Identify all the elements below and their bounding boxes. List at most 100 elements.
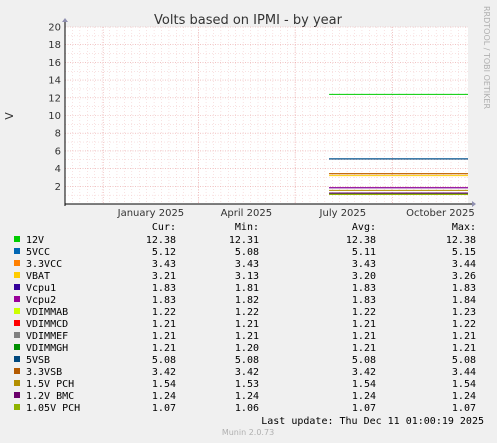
legend-value-cur: 5.08	[152, 355, 176, 366]
legend-name-vcpu1: Vcpu1	[26, 283, 56, 294]
legend-value-max: 1.22	[452, 319, 476, 330]
legend-column-header: Cur:	[152, 222, 176, 233]
chart-title: Volts based on IPMI - by year	[154, 13, 343, 28]
legend: Cur: Min: Avg: Max:12V 12.38 12.31 12.38 12.385…	[14, 222, 476, 414]
legend-column-header: Min:	[235, 222, 259, 233]
legend-swatch-vcpu1	[14, 284, 20, 290]
y-axis-arrow	[62, 18, 68, 22]
legend-value-min: 1.06	[235, 403, 259, 414]
legend-value-cur: 1.07	[152, 403, 176, 414]
legend-value-max: 3.26	[452, 271, 476, 282]
legend-value-min: 12.31	[229, 235, 259, 246]
legend-value-cur: 1.83	[152, 295, 176, 306]
legend-value-min: 1.21	[235, 331, 259, 342]
legend-value-cur: 1.54	[152, 379, 176, 390]
x-tick-label: October 2025	[406, 208, 475, 219]
legend-name-vdimmab: VDIMMAB	[26, 307, 68, 318]
legend-value-avg: 1.22	[352, 307, 376, 318]
legend-value-min: 1.53	[235, 379, 259, 390]
y-tick-label: 18	[48, 40, 61, 51]
legend-swatch-vbat	[14, 272, 20, 278]
y-axis-label: V	[3, 112, 16, 120]
legend-value-min: 3.13	[235, 271, 259, 282]
legend-value-avg: 1.83	[352, 283, 376, 294]
legend-value-avg: 12.38	[346, 235, 376, 246]
legend-value-max: 1.21	[452, 343, 476, 354]
legend-value-min: 1.81	[235, 283, 259, 294]
legend-name-3-3vsb: 3.3VSB	[26, 367, 62, 378]
y-tick-label: 4	[55, 164, 61, 175]
legend-value-max: 1.84	[452, 295, 476, 306]
legend-value-max: 1.21	[452, 331, 476, 342]
legend-value-max: 12.38	[446, 235, 476, 246]
legend-value-avg: 1.07	[352, 403, 376, 414]
legend-swatch-vdimmgh	[14, 344, 20, 350]
legend-swatch-3-3vsb	[14, 368, 20, 374]
legend-name-vcpu2: Vcpu2	[26, 295, 56, 306]
legend-value-cur: 1.83	[152, 283, 176, 294]
legend-value-min: 1.82	[235, 295, 259, 306]
legend-value-min: 1.22	[235, 307, 259, 318]
legend-value-max: 5.15	[452, 247, 476, 258]
legend-value-max: 3.44	[452, 367, 476, 378]
y-tick-label: 8	[55, 129, 61, 140]
legend-value-avg: 1.54	[352, 379, 376, 390]
legend-value-avg: 1.83	[352, 295, 376, 306]
legend-swatch-1-05v-pch	[14, 404, 20, 410]
legend-value-max: 1.23	[452, 307, 476, 318]
legend-value-min: 1.24	[235, 391, 259, 402]
last-update: Last update: Thu Dec 11 01:00:19 2025	[261, 416, 484, 427]
legend-value-cur: 3.21	[152, 271, 176, 282]
legend-value-avg: 1.21	[352, 331, 376, 342]
y-tick-label: 14	[48, 76, 61, 87]
legend-value-avg: 3.20	[352, 271, 376, 282]
legend-value-cur: 5.12	[152, 247, 176, 258]
legend-value-cur: 3.43	[152, 259, 176, 270]
legend-value-max: 1.07	[452, 403, 476, 414]
x-tick-label: January 2025	[117, 208, 185, 219]
legend-value-min: 3.42	[235, 367, 259, 378]
legend-value-max: 1.24	[452, 391, 476, 402]
y-tick-label: 6	[55, 146, 61, 157]
legend-value-max: 5.08	[452, 355, 476, 366]
legend-value-cur: 12.38	[146, 235, 176, 246]
munin-version: Munin 2.0.73	[222, 428, 274, 437]
legend-swatch-3-3vcc	[14, 260, 20, 266]
legend-name-1-05v-pch: 1.05V PCH	[26, 403, 80, 414]
legend-name-5vsb: 5VSB	[26, 355, 50, 366]
legend-value-min: 3.43	[235, 259, 259, 270]
legend-name-vdimmef: VDIMMEF	[26, 331, 68, 342]
y-tick-label: 2	[55, 182, 61, 193]
x-axis-arrow	[472, 201, 476, 207]
legend-swatch-1-2v-bmc	[14, 392, 20, 398]
legend-value-avg: 3.43	[352, 259, 376, 270]
legend-value-min: 5.08	[235, 355, 259, 366]
legend-value-min: 5.08	[235, 247, 259, 258]
legend-swatch-vdimmcd	[14, 320, 20, 326]
rrdtool-watermark: RRDTOOL / TOBI OETIKER	[482, 6, 491, 109]
legend-value-cur: 1.21	[152, 331, 176, 342]
legend-swatch-1-5v-pch	[14, 380, 20, 386]
legend-value-max: 1.83	[452, 283, 476, 294]
legend-swatch-vdimmef	[14, 332, 20, 338]
legend-value-cur: 1.22	[152, 307, 176, 318]
y-tick-label: 20	[48, 23, 61, 34]
grid	[65, 26, 468, 204]
legend-name-vbat: VBAT	[26, 271, 50, 282]
y-tick-label: 10	[48, 111, 61, 122]
legend-swatch-vdimmab	[14, 308, 20, 314]
axes: 2 4 6 8 10 12 14 16 18 20 January 2025 April 2025 Ju…	[48, 18, 476, 219]
y-tick-label: 16	[48, 58, 61, 69]
legend-value-avg: 5.11	[352, 247, 376, 258]
legend-name-vdimmgh: VDIMMGH	[26, 343, 68, 354]
legend-value-max: 1.54	[452, 379, 476, 390]
legend-swatch-5vsb	[14, 356, 20, 362]
legend-swatch-vcpu2	[14, 296, 20, 302]
legend-name-12v: 12V	[26, 235, 44, 246]
x-tick-label: April 2025	[221, 208, 272, 219]
legend-value-max: 3.44	[452, 259, 476, 270]
legend-value-cur: 1.21	[152, 343, 176, 354]
legend-swatch-12v	[14, 236, 20, 242]
